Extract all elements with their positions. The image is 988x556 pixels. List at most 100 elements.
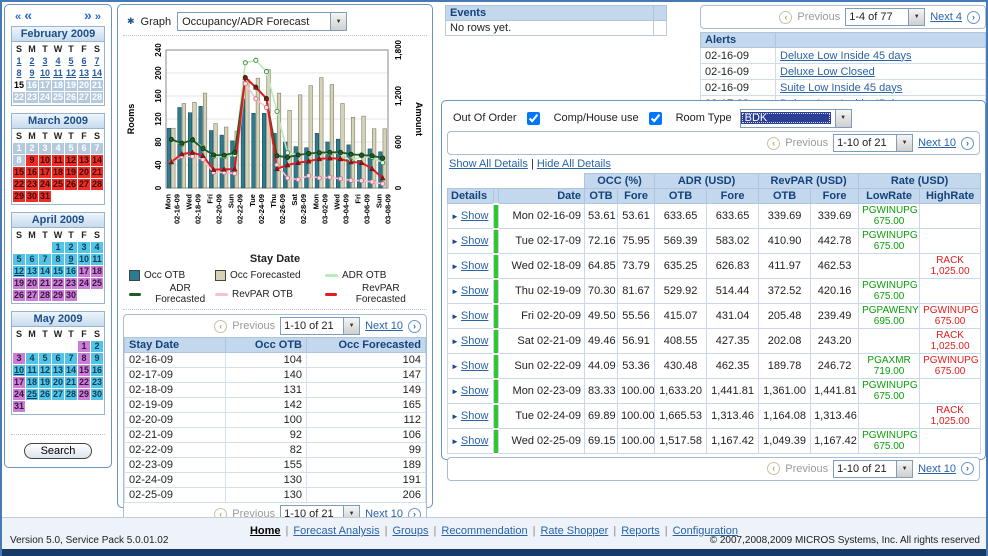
calendar-day[interactable]: 28 xyxy=(91,92,103,103)
calendar-day[interactable]: 1 xyxy=(78,341,90,352)
calendar-day[interactable]: 22 xyxy=(78,377,90,388)
calendar-day[interactable]: 4 xyxy=(52,143,64,154)
calendar-day[interactable]: 2 xyxy=(65,242,77,253)
calendar-day[interactable]: 9 xyxy=(65,254,77,265)
footer-link-forecast-analysis[interactable]: Forecast Analysis xyxy=(293,525,379,537)
calendar-day[interactable]: 21 xyxy=(91,80,103,91)
next-link[interactable]: Next 4 xyxy=(930,11,962,23)
calendar-day[interactable]: 18 xyxy=(91,266,103,277)
calendar-day[interactable]: 19 xyxy=(13,278,25,289)
calendar-day[interactable]: 13 xyxy=(26,266,38,277)
calendar-day[interactable]: 21 xyxy=(39,278,51,289)
graph-type-select[interactable]: Occupancy/ADR Forecast ▼ xyxy=(177,12,347,31)
show-details-link[interactable]: Show xyxy=(461,385,489,397)
next-circle-icon[interactable]: › xyxy=(961,137,974,150)
calendar-day[interactable]: 5 xyxy=(65,143,77,154)
calendar-day[interactable]: 20 xyxy=(78,80,90,91)
calendar-day[interactable]: 7 xyxy=(91,143,103,154)
calendar-day[interactable]: 1 xyxy=(52,242,64,253)
calendar-day[interactable]: 12 xyxy=(65,68,77,79)
column-header[interactable]: LowRate xyxy=(859,189,920,204)
calendar-day[interactable]: 5 xyxy=(65,56,77,67)
calendar-day[interactable]: 28 xyxy=(65,389,77,400)
calendar-day[interactable]: 3 xyxy=(39,56,51,67)
calendar-day[interactable]: 18 xyxy=(26,377,38,388)
calendar-last-button[interactable]: » xyxy=(95,11,101,23)
show-details-link[interactable]: Show xyxy=(461,310,489,322)
calendar-day[interactable]: 8 xyxy=(13,68,25,79)
previous-label[interactable]: Previous xyxy=(785,137,828,149)
footer-link-home[interactable]: Home xyxy=(250,525,281,537)
room-type-select[interactable]: BDK ▼ xyxy=(740,109,852,128)
calendar-day[interactable]: 22 xyxy=(13,179,25,190)
calendar-day[interactable]: 15 xyxy=(13,80,25,91)
footer-link-reports[interactable]: Reports xyxy=(621,525,660,537)
calendar-day[interactable]: 14 xyxy=(65,365,77,376)
calendar-day[interactable]: 30 xyxy=(65,290,77,301)
calendar-day[interactable]: 4 xyxy=(26,353,38,364)
show-details-link[interactable]: Show xyxy=(461,360,489,372)
calendar-day[interactable]: 9 xyxy=(26,68,38,79)
calendar-day[interactable]: 8 xyxy=(13,155,25,166)
calendar-day[interactable]: 26 xyxy=(65,92,77,103)
calendar-day[interactable]: 26 xyxy=(65,179,77,190)
calendar-day[interactable]: 6 xyxy=(78,56,90,67)
calendar-next-button[interactable]: » xyxy=(84,7,92,23)
calendar-day[interactable]: 4 xyxy=(91,242,103,253)
show-details-link[interactable]: Show xyxy=(461,235,489,247)
calendar-day[interactable]: 24 xyxy=(39,179,51,190)
column-header[interactable]: Fore xyxy=(811,189,859,204)
calendar-day[interactable]: 15 xyxy=(13,167,25,178)
calendar-day[interactable]: 22 xyxy=(52,278,64,289)
alert-link[interactable]: Deluxe Low Closed xyxy=(780,66,875,78)
calendar-day[interactable]: 24 xyxy=(39,92,51,103)
search-button[interactable]: Search xyxy=(24,443,93,459)
calendar-day[interactable]: 24 xyxy=(78,278,90,289)
chevron-down-icon[interactable]: ▼ xyxy=(896,135,912,151)
page-range-select[interactable]: 1-10 of 21▼ xyxy=(833,460,913,478)
next-link[interactable]: Next 10 xyxy=(918,137,956,149)
calendar-day[interactable]: 17 xyxy=(13,377,25,388)
calendar-day[interactable]: 6 xyxy=(26,254,38,265)
calendar-day[interactable]: 29 xyxy=(52,290,64,301)
previous-circle-icon[interactable]: ‹ xyxy=(767,137,780,150)
column-header[interactable]: HighRate xyxy=(920,189,981,204)
calendar-day[interactable]: 16 xyxy=(26,80,38,91)
calendar-day[interactable]: 18 xyxy=(52,80,64,91)
calendar-day[interactable]: 23 xyxy=(65,278,77,289)
previous-circle-icon[interactable]: ‹ xyxy=(767,462,780,475)
calendar-day[interactable]: 8 xyxy=(78,353,90,364)
calendar-day[interactable]: 1 xyxy=(13,56,25,67)
calendar-day[interactable]: 7 xyxy=(65,353,77,364)
alert-link[interactable]: Suite Low Inside 45 days xyxy=(780,82,902,94)
calendar-day[interactable]: 3 xyxy=(78,242,90,253)
show-details-link[interactable]: Show xyxy=(461,260,489,272)
calendar-day[interactable]: 29 xyxy=(78,389,90,400)
column-header[interactable]: Stay Date xyxy=(125,338,226,353)
calendar-day[interactable]: 5 xyxy=(39,353,51,364)
calendar-day[interactable]: 1 xyxy=(13,143,25,154)
calendar-day[interactable]: 2 xyxy=(91,341,103,352)
previous-circle-icon[interactable]: ‹ xyxy=(214,320,227,333)
show-all-details-link[interactable]: Show All Details xyxy=(449,158,528,170)
calendar-day[interactable]: 19 xyxy=(39,377,51,388)
page-range-select[interactable]: 1-10 of 21▼ xyxy=(833,134,913,152)
calendar-day[interactable]: 18 xyxy=(52,167,64,178)
show-details-link[interactable]: Show xyxy=(461,435,489,447)
calendar-day[interactable]: 26 xyxy=(13,290,25,301)
next-link[interactable]: Next 10 xyxy=(365,320,403,332)
calendar-day[interactable]: 12 xyxy=(39,365,51,376)
calendar-day[interactable]: 22 xyxy=(13,92,25,103)
calendar-day[interactable]: 24 xyxy=(13,389,25,400)
calendar-day[interactable]: 6 xyxy=(78,143,90,154)
calendar-prev-button[interactable]: « xyxy=(24,7,32,23)
footer-link-rate-shopper[interactable]: Rate Shopper xyxy=(540,525,608,537)
column-header[interactable]: OTB xyxy=(655,189,707,204)
calendar-day[interactable]: 4 xyxy=(52,56,64,67)
footer-link-recommendation[interactable]: Recommendation xyxy=(441,525,527,537)
column-header[interactable]: OTB xyxy=(585,189,618,204)
calendar-day[interactable]: 21 xyxy=(65,377,77,388)
calendar-day[interactable]: 2 xyxy=(26,56,38,67)
calendar-day[interactable]: 19 xyxy=(65,80,77,91)
footer-link-groups[interactable]: Groups xyxy=(392,525,428,537)
